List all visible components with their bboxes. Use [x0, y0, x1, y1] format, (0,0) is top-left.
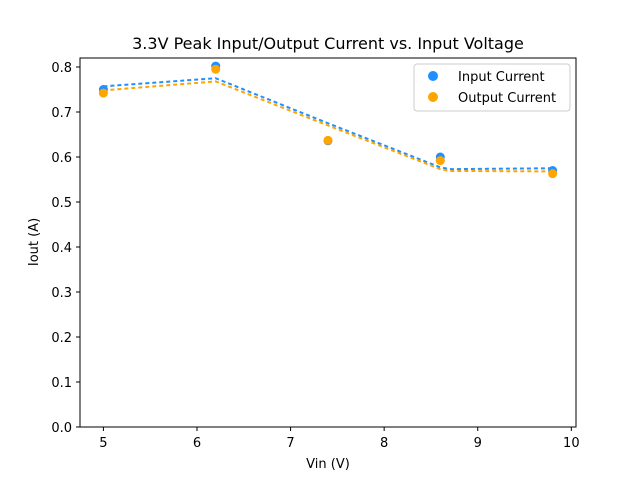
- y-tick-label: 0.0: [51, 421, 72, 436]
- legend-marker-input-current: [428, 71, 438, 81]
- y-tick-label: 0.5: [51, 196, 72, 211]
- x-axis-label: Vin (V): [306, 457, 350, 472]
- chart-title: 3.3V Peak Input/Output Current vs. Input…: [132, 34, 524, 53]
- plot-area: 5 6 7 8 9 10 0.0 0.1 0.2 0.3 0.4 0.5 0.6 0.7 0.8: [51, 61, 579, 451]
- x-tick-label: 5: [99, 436, 107, 451]
- x-tick-label: 10: [563, 436, 580, 451]
- y-tick-label: 0.6: [51, 151, 72, 166]
- legend-label-input-current: Input Current: [458, 70, 545, 85]
- y-tick-label: 0.7: [51, 106, 72, 121]
- y-tick-label: 0.8: [51, 61, 72, 76]
- axes-frame: [79, 57, 577, 428]
- data-point-output-current: [98, 88, 108, 98]
- legend-label-output-current: Output Current: [458, 91, 556, 106]
- data-point-output-current: [323, 135, 333, 145]
- x-tick-label: 7: [286, 436, 294, 451]
- y-tick-label: 0.3: [51, 286, 72, 301]
- x-tick-label: 8: [380, 436, 388, 451]
- legend-marker-output-current: [428, 92, 438, 102]
- trend-line-output-current: [103, 80, 553, 173]
- y-axis-label: Iout (A): [27, 218, 42, 266]
- x-tick-label: 9: [474, 436, 482, 451]
- legend: Input Current Output Current: [413, 63, 571, 112]
- y-tick-label: 0.2: [51, 331, 72, 346]
- data-point-output-current: [211, 64, 221, 74]
- trend-line-input-current: [103, 77, 553, 171]
- data-point-output-current: [435, 156, 445, 166]
- y-tick-label: 0.4: [51, 241, 72, 256]
- y-tick-label: 0.1: [51, 376, 72, 391]
- x-tick-label: 6: [193, 436, 201, 451]
- data-point-output-current: [548, 169, 558, 179]
- legend-box: [413, 63, 571, 112]
